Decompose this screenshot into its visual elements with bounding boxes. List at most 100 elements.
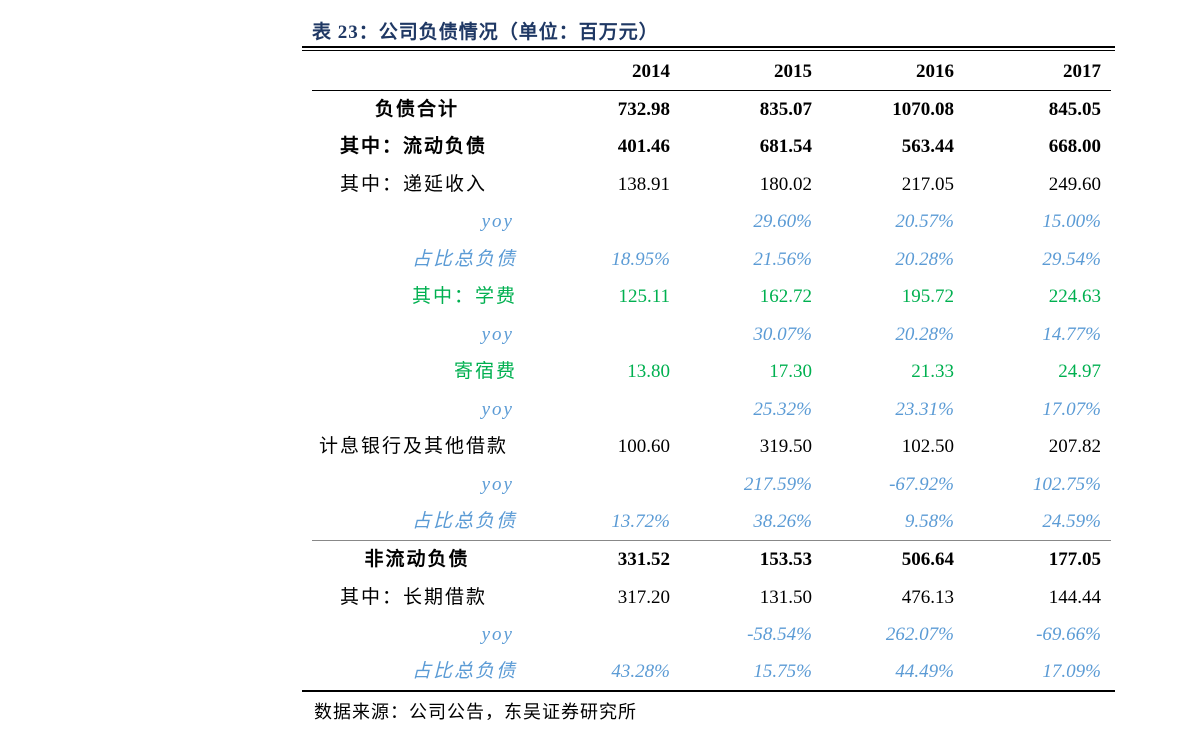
table-row: yoy 25.32% 23.31% 17.07% xyxy=(312,391,1111,428)
row-label: 占比总负债 xyxy=(411,249,517,270)
cell-2015: 21.56% xyxy=(753,249,812,270)
cell-2015: 30.07% xyxy=(753,324,812,345)
cell-2017: 144.44 xyxy=(1048,587,1101,608)
cell-2014: 138.91 xyxy=(617,174,670,195)
cell-2015: -58.54% xyxy=(747,624,812,645)
row-label: 计息银行及其他借款 xyxy=(318,436,508,457)
row-label: 非流动负债 xyxy=(364,549,470,570)
cell-2016: 102.50 xyxy=(901,436,954,457)
table-row: 占比总负债 18.95% 21.56% 20.28% 29.54% xyxy=(312,241,1111,278)
cell-2017: 14.77% xyxy=(1042,324,1101,345)
cell-2017: 29.54% xyxy=(1042,249,1101,270)
cell-2014: 732.98 xyxy=(617,99,670,120)
table-row: 占比总负债 43.28% 15.75% 44.49% 17.09% xyxy=(312,653,1111,690)
table-bottom-rule xyxy=(302,690,1115,692)
cell-2017: 668.00 xyxy=(1048,136,1101,157)
cell-2014: 18.95% xyxy=(611,249,670,270)
cell-2016: 563.44 xyxy=(901,136,954,157)
cell-2016: 476.13 xyxy=(901,587,954,608)
row-label: yoy xyxy=(481,324,514,345)
cell-2015: 131.50 xyxy=(759,587,812,608)
row-label: 寄宿费 xyxy=(453,361,517,382)
cell-2016: 20.28% xyxy=(895,249,954,270)
cell-2014: 13.80 xyxy=(627,361,670,382)
cell-2015: 15.75% xyxy=(753,661,812,682)
cell-2017: 15.00% xyxy=(1042,211,1101,232)
cell-2016: 21.33 xyxy=(911,361,954,382)
cell-2017: 224.63 xyxy=(1048,286,1101,307)
cell-2015: 319.50 xyxy=(759,436,812,457)
row-label: 其中：长期借款 xyxy=(339,587,487,608)
cell-2015: 25.32% xyxy=(753,399,812,420)
cell-2015: 17.30 xyxy=(769,361,812,382)
cell-2014: 100.60 xyxy=(617,436,670,457)
cell-2014: 125.11 xyxy=(618,286,670,307)
row-label: yoy xyxy=(481,399,514,420)
table-row: yoy -58.54% 262.07% -69.66% xyxy=(312,616,1111,653)
row-label: 负债合计 xyxy=(374,99,459,120)
cell-2015: 217.59% xyxy=(743,474,812,495)
cell-2016: 20.28% xyxy=(895,324,954,345)
table-row: yoy 217.59% -67.92% 102.75% xyxy=(312,466,1111,503)
cell-2014: 331.52 xyxy=(617,549,670,570)
cell-2016: 20.57% xyxy=(895,211,954,232)
cell-2016: 44.49% xyxy=(895,661,954,682)
cell-2015: 29.60% xyxy=(753,211,812,232)
cell-2014: 401.46 xyxy=(617,136,670,157)
cell-2015: 180.02 xyxy=(759,174,812,195)
table-row: 其中：学费 125.11 162.72 195.72 224.63 xyxy=(312,278,1111,315)
cell-2016: -67.92% xyxy=(889,474,954,495)
cell-2015: 162.72 xyxy=(759,286,812,307)
cell-2014: 43.28% xyxy=(611,661,670,682)
row-label: 占比总负债 xyxy=(411,511,517,532)
cell-2016: 9.58% xyxy=(904,511,954,532)
table-row: 占比总负债 13.72% 38.26% 9.58% 24.59% xyxy=(312,503,1111,540)
row-label: 其中：递延收入 xyxy=(339,174,487,195)
cell-2014: 317.20 xyxy=(617,587,670,608)
cell-2016: 217.05 xyxy=(901,174,954,195)
cell-2017: 24.59% xyxy=(1042,511,1101,532)
table-top-rule xyxy=(302,46,1115,51)
data-source-note: 数据来源：公司公告，东吴证券研究所 xyxy=(314,702,637,722)
cell-2017: 17.07% xyxy=(1042,399,1101,420)
cell-2015: 153.53 xyxy=(759,549,812,570)
section-divider xyxy=(312,540,1111,541)
row-label: 占比总负债 xyxy=(411,661,517,682)
header-2016: 2016 xyxy=(916,61,954,82)
cell-2016: 262.07% xyxy=(885,624,954,645)
header-2014: 2014 xyxy=(632,61,670,82)
row-label: yoy xyxy=(481,624,514,645)
row-label: yoy xyxy=(481,211,514,232)
table-header-row: 2014 2015 2016 2017 xyxy=(312,53,1111,90)
cell-2017: -69.66% xyxy=(1036,624,1101,645)
cell-2015: 681.54 xyxy=(759,136,812,157)
cell-2017: 24.97 xyxy=(1058,361,1101,382)
table-row: 其中：流动负债 401.46 681.54 563.44 668.00 xyxy=(312,128,1111,165)
cell-2016: 1070.08 xyxy=(892,99,954,120)
row-label: 其中：学费 xyxy=(411,286,517,307)
table-row: yoy 29.60% 20.57% 15.00% xyxy=(312,203,1111,240)
cell-2017: 17.09% xyxy=(1042,661,1101,682)
cell-2016: 195.72 xyxy=(901,286,954,307)
table-caption: 表 23：公司负债情况（单位：百万元） xyxy=(312,22,659,43)
table-row: 计息银行及其他借款 100.60 319.50 102.50 207.82 xyxy=(312,428,1111,465)
cell-2014: 13.72% xyxy=(611,511,670,532)
header-2017: 2017 xyxy=(1063,61,1101,82)
table-row: 其中：递延收入 138.91 180.02 217.05 249.60 xyxy=(312,166,1111,203)
header-2015: 2015 xyxy=(774,61,812,82)
cell-2016: 506.64 xyxy=(901,549,954,570)
cell-2015: 38.26% xyxy=(753,511,812,532)
cell-2017: 207.82 xyxy=(1048,436,1101,457)
cell-2017: 845.05 xyxy=(1048,99,1101,120)
table-row: 负债合计 732.98 835.07 1070.08 845.05 xyxy=(312,91,1111,128)
table-row: yoy 30.07% 20.28% 14.77% xyxy=(312,316,1111,353)
row-label: 其中：流动负债 xyxy=(339,136,487,157)
cell-2017: 249.60 xyxy=(1048,174,1101,195)
table-row: 寄宿费 13.80 17.30 21.33 24.97 xyxy=(312,353,1111,390)
cell-2017: 102.75% xyxy=(1032,474,1101,495)
cell-2016: 23.31% xyxy=(895,399,954,420)
cell-2015: 835.07 xyxy=(759,99,812,120)
table-row: 其中：长期借款 317.20 131.50 476.13 144.44 xyxy=(312,579,1111,616)
header-rule xyxy=(312,90,1111,91)
row-label: yoy xyxy=(481,474,514,495)
